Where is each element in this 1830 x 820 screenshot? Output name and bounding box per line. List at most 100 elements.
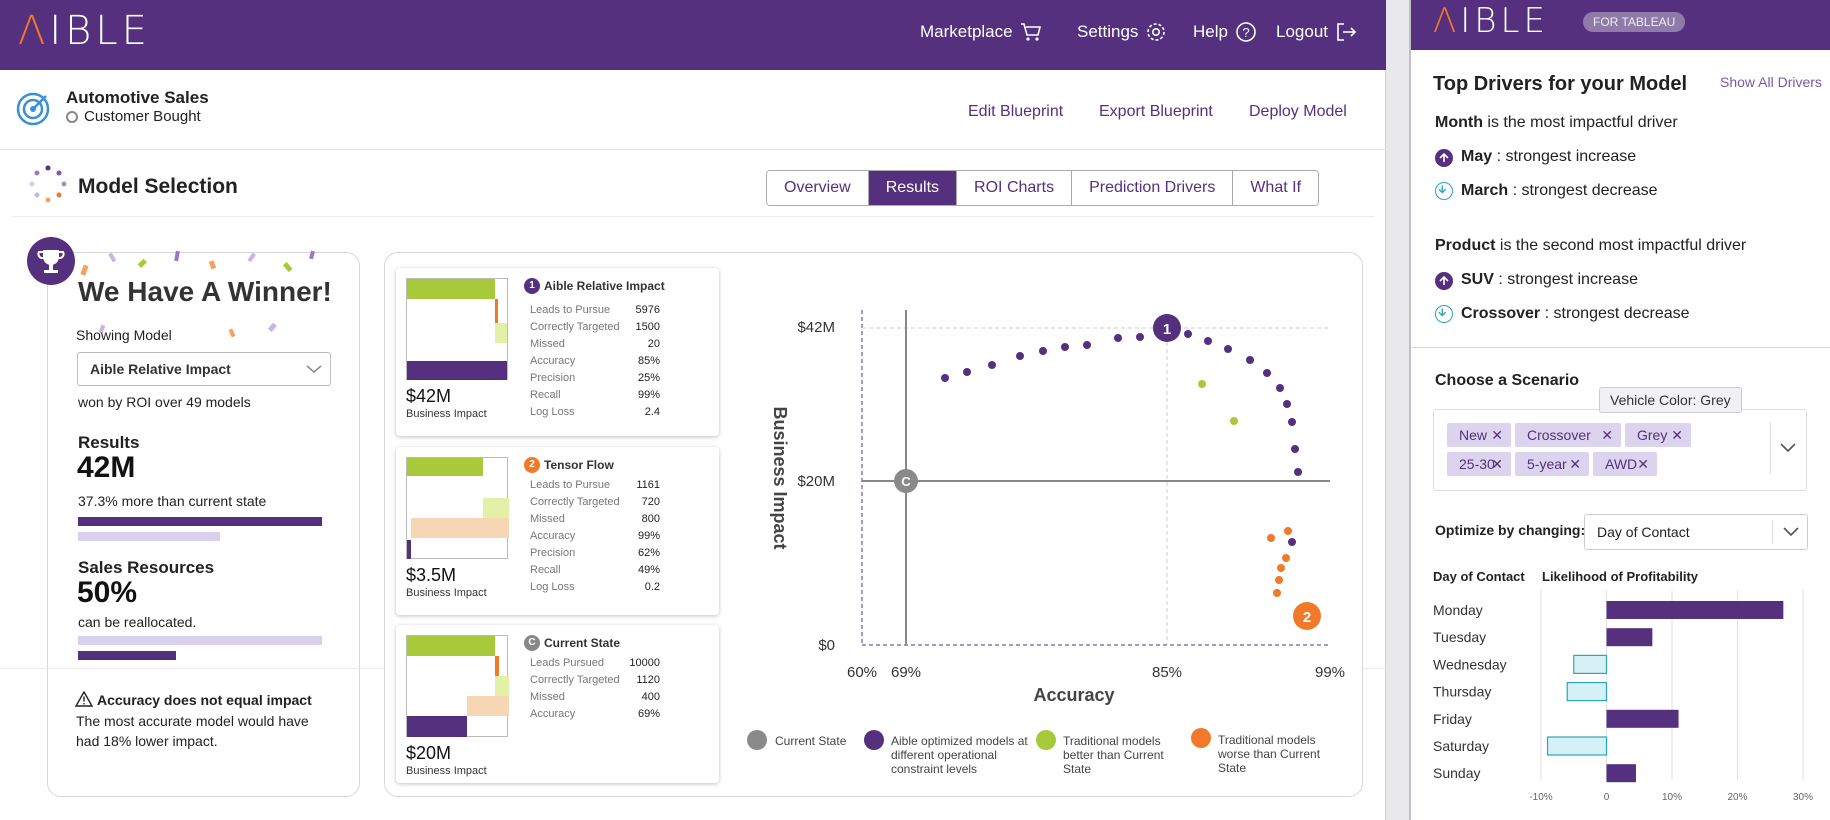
winner-title: We Have A Winner! — [78, 276, 332, 307]
resources-bar — [78, 651, 176, 660]
tensorflow-marker[interactable] — [1293, 602, 1321, 630]
model-card-tensorflow[interactable]: $3.5M Business Impact 2 Tensor Flow Leads… — [396, 447, 719, 615]
help-icon: ? — [1236, 22, 1256, 42]
current-state-marker[interactable] — [894, 469, 918, 493]
model-rank-badge: C — [524, 635, 540, 651]
resources-baseline-bar — [78, 636, 322, 645]
model-value-caption: Business Impact — [406, 587, 487, 599]
scatter-point — [1283, 400, 1291, 408]
tab-what-if[interactable]: What If — [1233, 171, 1319, 205]
help-link[interactable]: Help ? — [1193, 20, 1258, 44]
model-name: Aible Relative Impact — [544, 279, 665, 293]
model-select[interactable]: Aible Relative Impact — [77, 352, 331, 386]
settings-link[interactable]: Settings — [1077, 20, 1168, 44]
project-header — [0, 70, 1386, 150]
aible-logo[interactable]: ΛIBLE — [18, 8, 151, 54]
x-tick: 60% — [847, 664, 877, 681]
mini-chart-block — [407, 716, 467, 737]
logout-link[interactable]: Logout — [1276, 20, 1358, 44]
scatter-point — [1061, 343, 1069, 351]
bar — [1546, 736, 1608, 756]
metric-row: Log Loss 2.4 — [530, 406, 660, 418]
warning-icon — [75, 691, 93, 707]
scenario-tag[interactable]: Crossover ✕ — [1515, 423, 1621, 447]
remove-tag-icon[interactable]: ✕ — [1637, 456, 1649, 472]
x-tick-label: 30% — [1793, 792, 1813, 803]
metric-row: Leads to Pursue 5976 — [530, 304, 660, 316]
bar — [1573, 654, 1608, 675]
remove-tag-icon[interactable]: ✕ — [1491, 456, 1503, 472]
scenario-tag[interactable]: AWD ✕ — [1593, 452, 1657, 476]
won-by-text: won by ROI over 49 models — [78, 394, 251, 410]
profitability-bar-chart: -10% 0 10% 20% 30% Monday Tuesday Wednesday Thur… — [1433, 590, 1813, 803]
winner-marker[interactable] — [1153, 314, 1181, 342]
chevron-down-icon[interactable] — [1779, 442, 1797, 454]
aible-model-points — [941, 330, 1302, 546]
metric-row: Precision 25% — [530, 372, 660, 384]
legend-current-state: Current State — [775, 734, 847, 748]
model-card-current-state[interactable]: $20M Business Impact C Current State Lead… — [396, 625, 719, 783]
legend-swatch-current — [747, 730, 767, 750]
scatter-point — [941, 374, 949, 382]
results-value: 42M — [77, 451, 136, 484]
show-all-drivers-link[interactable]: Show All Drivers — [1720, 74, 1822, 90]
optimize-select[interactable]: Day of Contact — [1584, 514, 1808, 550]
x-tick: 85% — [1152, 664, 1182, 681]
remove-tag-icon[interactable]: ✕ — [1569, 456, 1581, 472]
tableau-side-panel: ΛIBLE FOR TABLEAU Top Drivers for your M… — [1409, 0, 1830, 820]
driver2-summary: Product is the second most impactful dri… — [1435, 237, 1747, 254]
model-card-aible[interactable]: $42M Business Impact 1 Aible Relative Imp… — [396, 268, 719, 436]
aible-logo-side[interactable]: ΛIBLE — [1433, 1, 1549, 41]
category-label: Tuesday — [1433, 629, 1486, 645]
metric-row: Precision 62% — [530, 547, 660, 559]
scatter-point — [1288, 418, 1296, 426]
warning-title: Accuracy does not equal impact — [97, 692, 312, 708]
marketplace-label: Marketplace — [920, 22, 1013, 41]
scatter-point-worse — [1282, 554, 1290, 562]
model-name: Tensor Flow — [544, 458, 614, 472]
scenario-tag[interactable]: Grey ✕ — [1625, 423, 1691, 447]
category-label: Monday — [1433, 602, 1483, 618]
tab-roi-charts[interactable]: ROI Charts — [957, 171, 1073, 205]
tab-prediction-drivers[interactable]: Prediction Drivers — [1072, 171, 1234, 205]
tab-overview[interactable]: Overview — [767, 171, 869, 205]
scenario-tag[interactable]: 5-year ✕ — [1515, 452, 1589, 476]
mini-chart-block — [467, 696, 509, 716]
legend-traditional-better: Traditional models better than Current S… — [1063, 734, 1164, 776]
legend-swatch-better — [1036, 730, 1056, 750]
select-separator — [1772, 521, 1773, 543]
edit-blueprint-link[interactable]: Edit Blueprint — [968, 103, 1064, 120]
metric-row: Missed 400 — [530, 691, 660, 703]
y-tick: $42M — [797, 319, 835, 336]
scatter-point — [1288, 538, 1296, 546]
x-tick: 69% — [891, 664, 921, 681]
model-value: $20M — [406, 743, 452, 763]
category-label: Wednesday — [1433, 656, 1507, 672]
export-blueprint-link[interactable]: Export Blueprint — [1099, 103, 1213, 120]
legend-aible-models: Aible optimized models at different oper… — [891, 734, 1028, 776]
remove-tag-icon[interactable]: ✕ — [1671, 427, 1683, 443]
mini-chart-block — [407, 279, 495, 299]
remove-tag-icon[interactable]: ✕ — [1491, 427, 1503, 443]
side-top-bar: ΛIBLE FOR TABLEAU — [1411, 0, 1830, 50]
gear-icon — [1147, 23, 1166, 41]
marketplace-link[interactable]: Marketplace — [920, 20, 1043, 44]
column-header-likelihood: Likelihood of Profitability — [1542, 569, 1698, 584]
target-dot-icon — [66, 110, 78, 123]
mini-chart-block — [483, 498, 509, 518]
driver1-increase: May : strongest increase — [1461, 148, 1637, 165]
scatter-point — [1136, 333, 1144, 341]
scenario-tag[interactable]: New ✕ — [1447, 423, 1511, 447]
mini-chart-block — [495, 656, 499, 676]
model-title: 1 Aible Relative Impact — [524, 278, 665, 294]
tab-results[interactable]: Results — [868, 171, 958, 205]
remove-tag-icon[interactable]: ✕ — [1601, 427, 1613, 443]
deploy-model-link[interactable]: Deploy Model — [1249, 103, 1347, 120]
metric-row: Correctly Targeted 720 — [530, 496, 660, 508]
scatter-point — [1294, 468, 1302, 476]
scatter-point — [1184, 330, 1192, 338]
scenario-tag[interactable]: 25-30 ✕ — [1447, 452, 1511, 476]
scenario-tag-select[interactable] — [1433, 409, 1807, 491]
bar — [1606, 601, 1784, 619]
scatter-point-worse — [1277, 564, 1285, 572]
